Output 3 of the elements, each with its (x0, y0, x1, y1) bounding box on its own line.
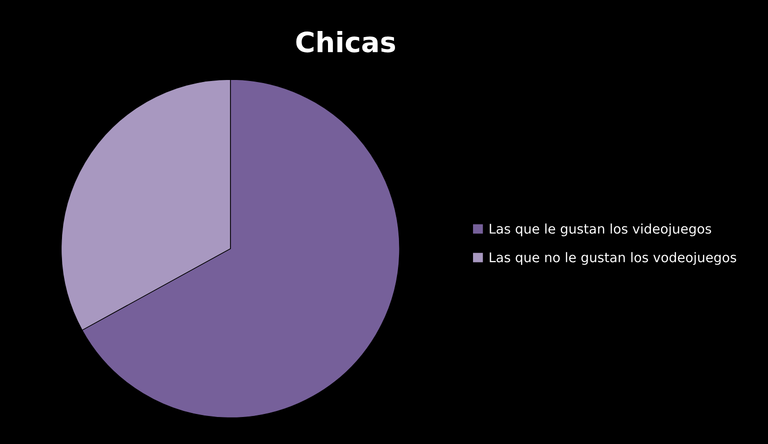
legend-label: Las que le gustan los videojuegos (490, 224, 712, 236)
chart-title: Chicas (296, 30, 395, 52)
legend-label: Las que no le gustan los vodeojuegos (490, 252, 736, 265)
